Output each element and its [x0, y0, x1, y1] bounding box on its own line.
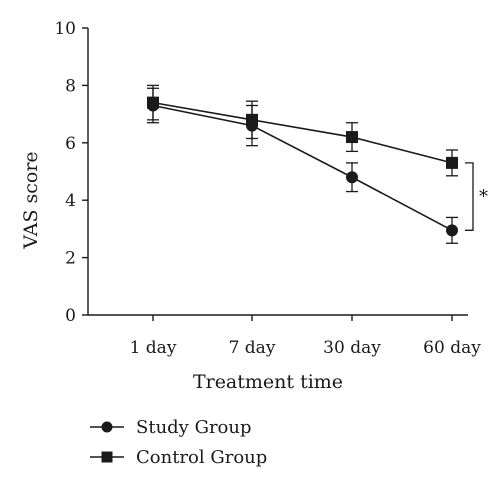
legend-item-study: Study Group [90, 417, 252, 438]
x-tick-label: 60 day [423, 338, 481, 358]
legend-label-control: Control Group [136, 447, 267, 468]
legend-marker-square [101, 451, 113, 463]
y-tick-label: 8 [65, 76, 76, 96]
legend-label-study: Study Group [136, 417, 252, 438]
y-axis-label: VAS score [20, 151, 42, 249]
y-tick-label: 10 [54, 19, 76, 39]
y-tick-label: 0 [65, 306, 76, 326]
legend: Study Group Control Group [90, 417, 267, 468]
significance-bracket [465, 162, 474, 231]
data-point-square [346, 131, 358, 144]
series-study [147, 87, 458, 244]
x-tick-label: 1 day [130, 338, 177, 358]
data-point-circle [446, 224, 458, 237]
chart-ticks: 0 2 4 6 8 10 1 day 7 day 30 day 60 day [54, 19, 481, 358]
legend-marker-circle [101, 421, 113, 433]
data-point-square [147, 96, 159, 109]
significance-star: * [479, 187, 488, 208]
x-tick-label: 7 day [229, 338, 276, 358]
series-line [152, 101, 453, 164]
series-control [147, 84, 458, 177]
data-point-circle [346, 171, 358, 184]
x-tick-label: 30 day [323, 338, 381, 358]
data-point-square [446, 156, 458, 169]
x-axis-label: Treatment time [193, 371, 343, 393]
legend-item-control: Control Group [90, 447, 267, 468]
chart-series [147, 84, 458, 244]
series-line [152, 104, 453, 232]
y-tick-label: 6 [65, 134, 76, 154]
y-tick-label: 2 [65, 249, 76, 269]
chart-axes [87, 28, 468, 316]
data-point-square [246, 113, 258, 126]
chart-annotation: * [465, 162, 488, 231]
y-tick-label: 4 [65, 191, 76, 211]
